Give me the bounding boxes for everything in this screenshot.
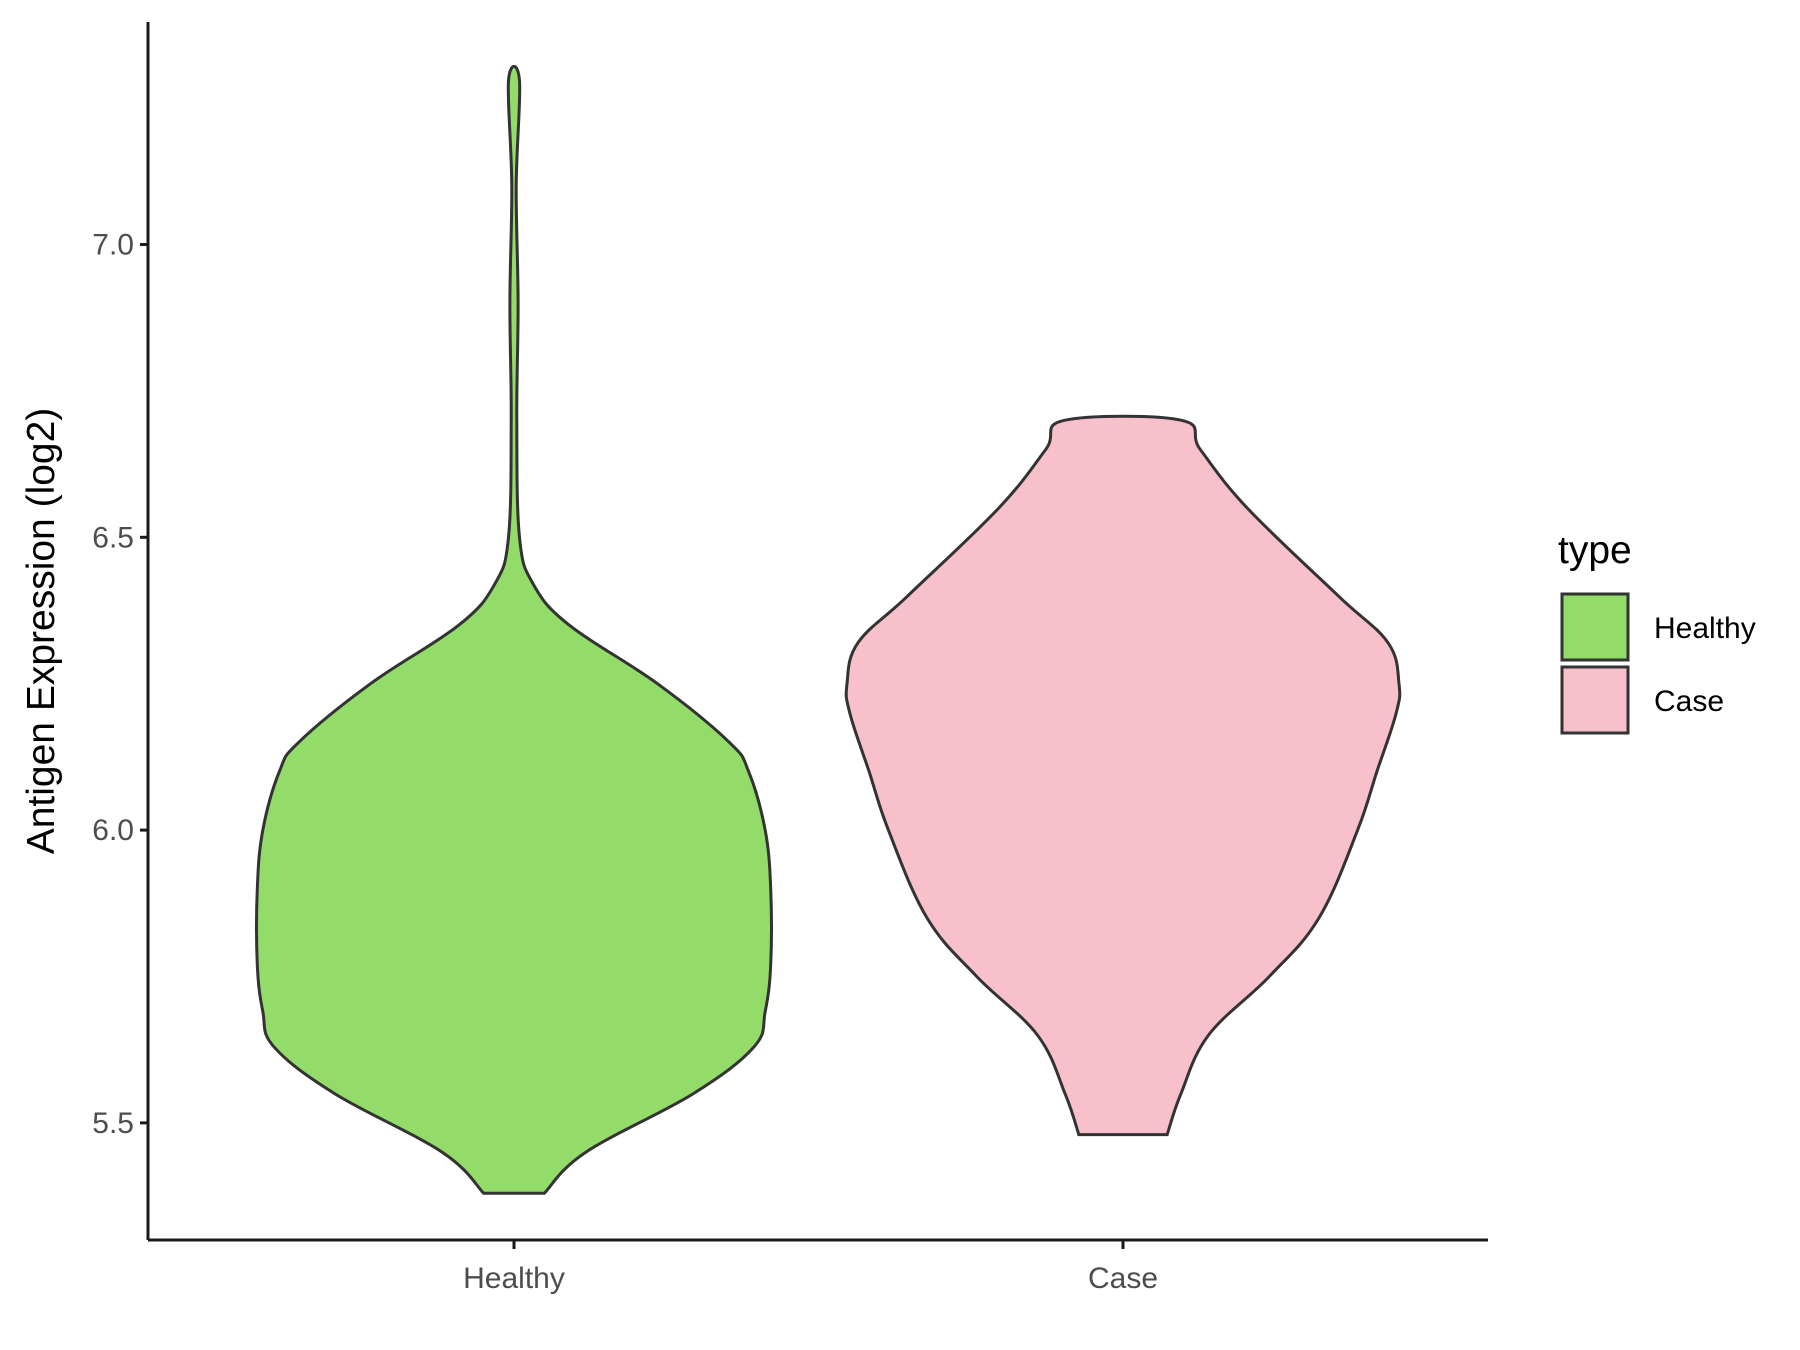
legend-label-healthy: Healthy [1654, 612, 1756, 645]
legend-label-case: Case [1654, 685, 1724, 718]
y-tick-label: 6.5 [92, 521, 134, 554]
x-tick-label: Healthy [463, 1262, 565, 1295]
legend-title: type [1558, 529, 1632, 572]
x-ticks: Healthy Case [463, 1240, 1158, 1295]
y-tick-label: 7.0 [92, 229, 134, 262]
legend-key-healthy [1560, 592, 1630, 662]
y-tick-label: 6.0 [92, 814, 134, 847]
axes [146, 22, 1488, 1242]
y-ticks: 5.5 6.0 6.5 7.0 [92, 229, 148, 1140]
y-tick-label: 5.5 [92, 1107, 134, 1140]
legend-key-case [1560, 665, 1630, 735]
violin-healthy [255, 64, 773, 1195]
x-tick-label: Case [1088, 1262, 1158, 1295]
violin-layer [255, 64, 1402, 1195]
violin-case [844, 414, 1402, 1137]
legend: type Healthy Case [1558, 529, 1756, 735]
y-axis-title: Antigen Expression (log2) [20, 408, 63, 855]
legend-entries: Healthy Case [1560, 592, 1756, 735]
